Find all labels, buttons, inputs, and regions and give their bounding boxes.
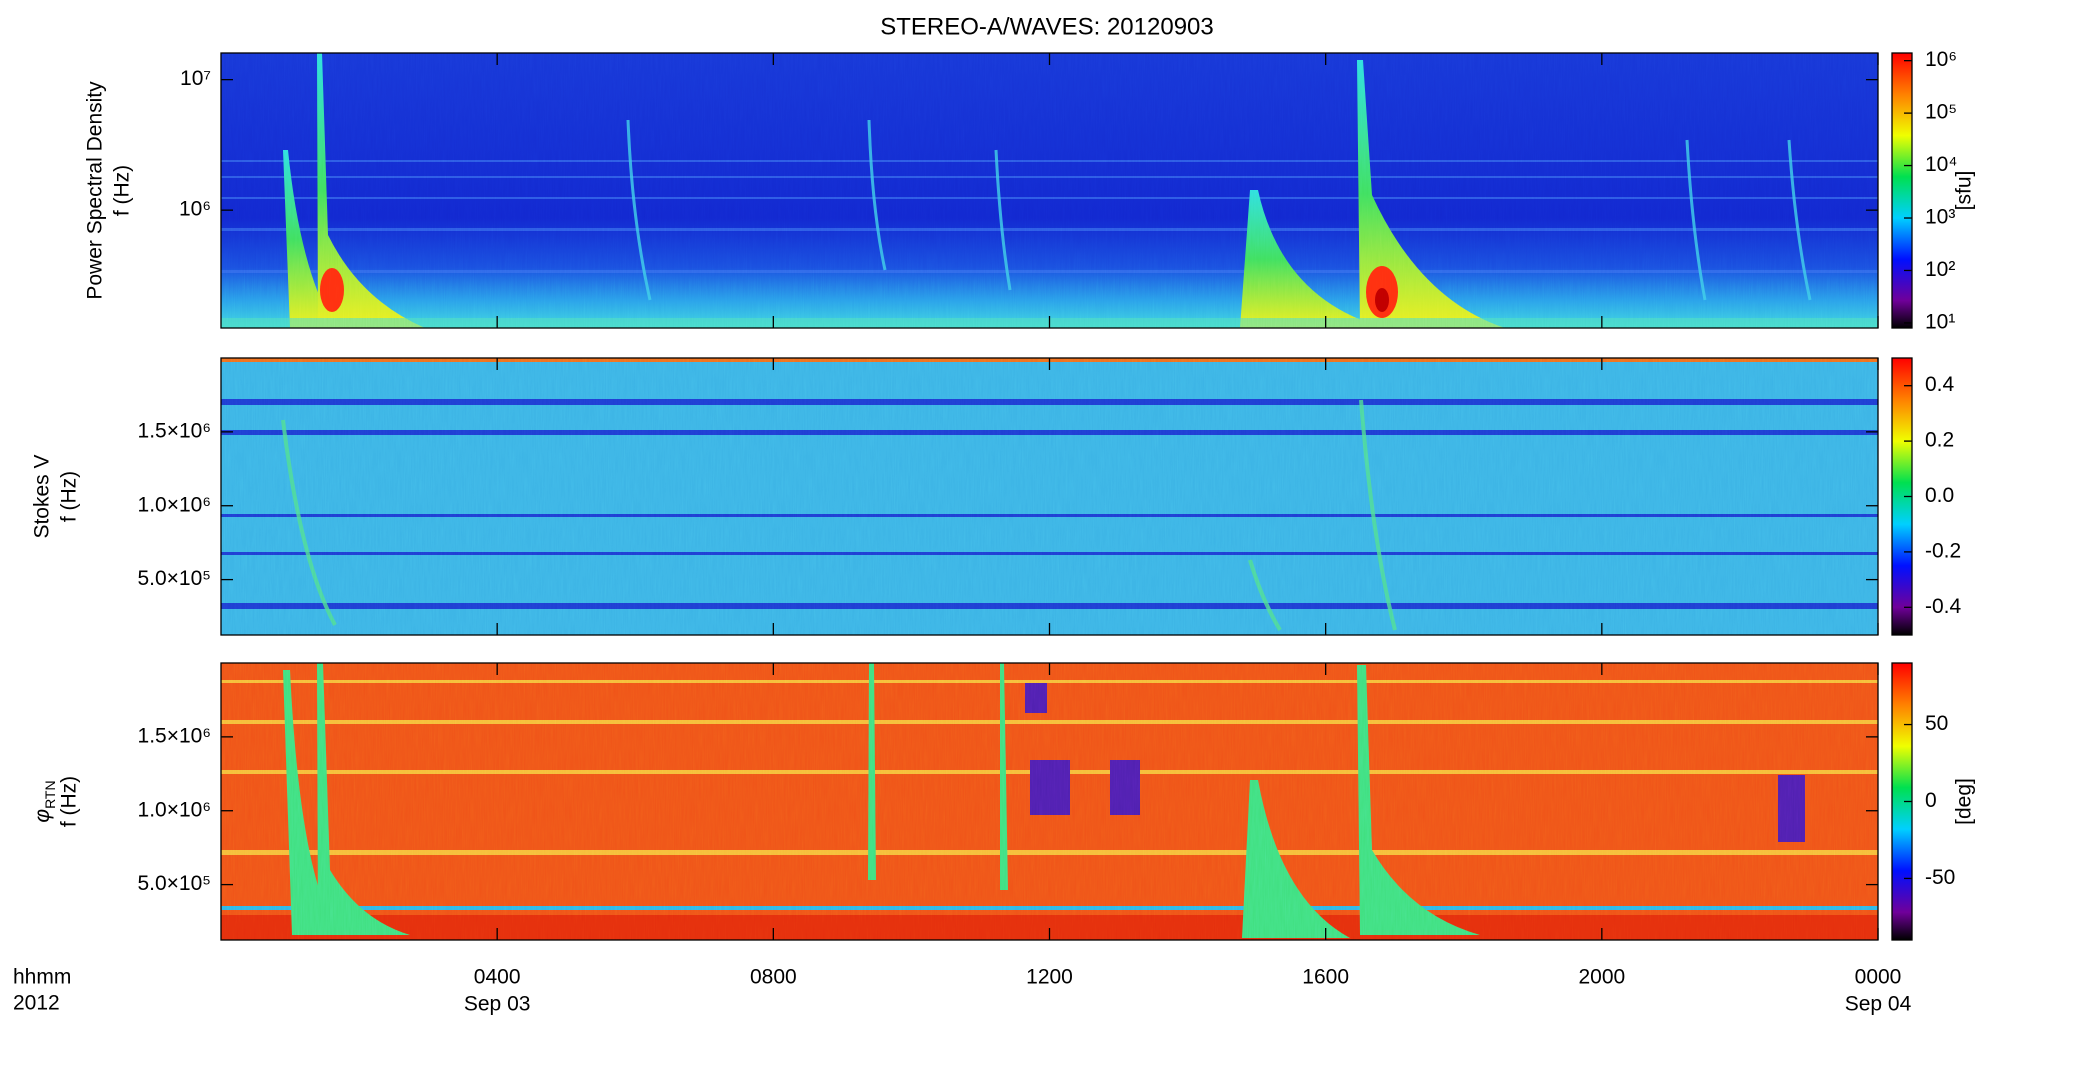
- colorbar: [1892, 663, 1912, 940]
- colorbar-tick-label: -0.4: [1925, 595, 1962, 618]
- colorbar-tick-label: -0.2: [1925, 539, 1961, 562]
- y-tick-label: 5.0×10⁵: [137, 872, 211, 895]
- x-date-label: Sep 04: [1845, 993, 1912, 1016]
- x-tick-label: 2000: [1578, 966, 1625, 989]
- colorbar-label: [deg]: [1953, 778, 1976, 825]
- colorbar: [1892, 358, 1912, 635]
- colorbar-tick-label: 50: [1925, 712, 1948, 735]
- y-axis-label: Stokes V: [31, 454, 54, 538]
- y-axis-label: f (Hz): [58, 776, 81, 827]
- colorbar-tick-label: 10⁵: [1925, 101, 1957, 124]
- chart-title: STEREO-A/WAVES: 20120903: [880, 13, 1213, 40]
- y-tick-label: 1.5×10⁶: [138, 724, 211, 747]
- y-tick-label: 1.5×10⁶: [138, 419, 211, 442]
- y-tick-label: 10⁷: [180, 67, 211, 90]
- y-tick-label: 1.0×10⁶: [138, 493, 211, 516]
- y-axis-label: φRTN: [31, 780, 58, 822]
- x-tick-label: 0000: [1855, 966, 1902, 989]
- colorbar-tick-label: 0.0: [1925, 484, 1954, 507]
- colorbar-tick-label: 10⁴: [1925, 153, 1957, 176]
- year-label: 2012: [13, 992, 60, 1015]
- colorbar-tick-label: 0.2: [1925, 429, 1954, 452]
- colorbar-tick-label: 0.4: [1925, 373, 1955, 396]
- colorbar-label: [sfu]: [1953, 171, 1976, 211]
- y-axis-label: f (Hz): [58, 471, 81, 522]
- colorbar-tick-label: -50: [1925, 866, 1955, 889]
- spectrogram-image: [221, 53, 1878, 940]
- colorbar-tick-label: 10¹: [1925, 310, 1955, 333]
- colorbar-tick-label: 10⁶: [1925, 48, 1957, 71]
- colorbar-tick-label: 10²: [1925, 258, 1955, 281]
- colorbar-frame: [1891, 52, 1913, 329]
- colorbar-tick-label: 10³: [1925, 206, 1955, 229]
- x-date-label: Sep 03: [464, 993, 531, 1016]
- y-axis-label-main: φ: [31, 809, 54, 823]
- x-unit-label: hhmm: [13, 966, 71, 989]
- y-tick-label: 10⁶: [179, 198, 211, 221]
- y-axis-label-sub: RTN: [42, 780, 58, 809]
- x-tick-label: 1600: [1302, 966, 1349, 989]
- x-tick-label: 0800: [750, 966, 797, 989]
- y-axis-label: f (Hz): [111, 165, 134, 216]
- colorbar: [1892, 53, 1912, 328]
- y-tick-label: 5.0×10⁵: [137, 567, 211, 590]
- x-tick-label: 1200: [1026, 966, 1073, 989]
- x-tick-label: 0400: [474, 966, 521, 989]
- colorbar-tick-label: 0: [1925, 789, 1937, 812]
- y-axis-label: Power Spectral Density: [84, 81, 107, 300]
- y-tick-label: 1.0×10⁶: [138, 798, 211, 821]
